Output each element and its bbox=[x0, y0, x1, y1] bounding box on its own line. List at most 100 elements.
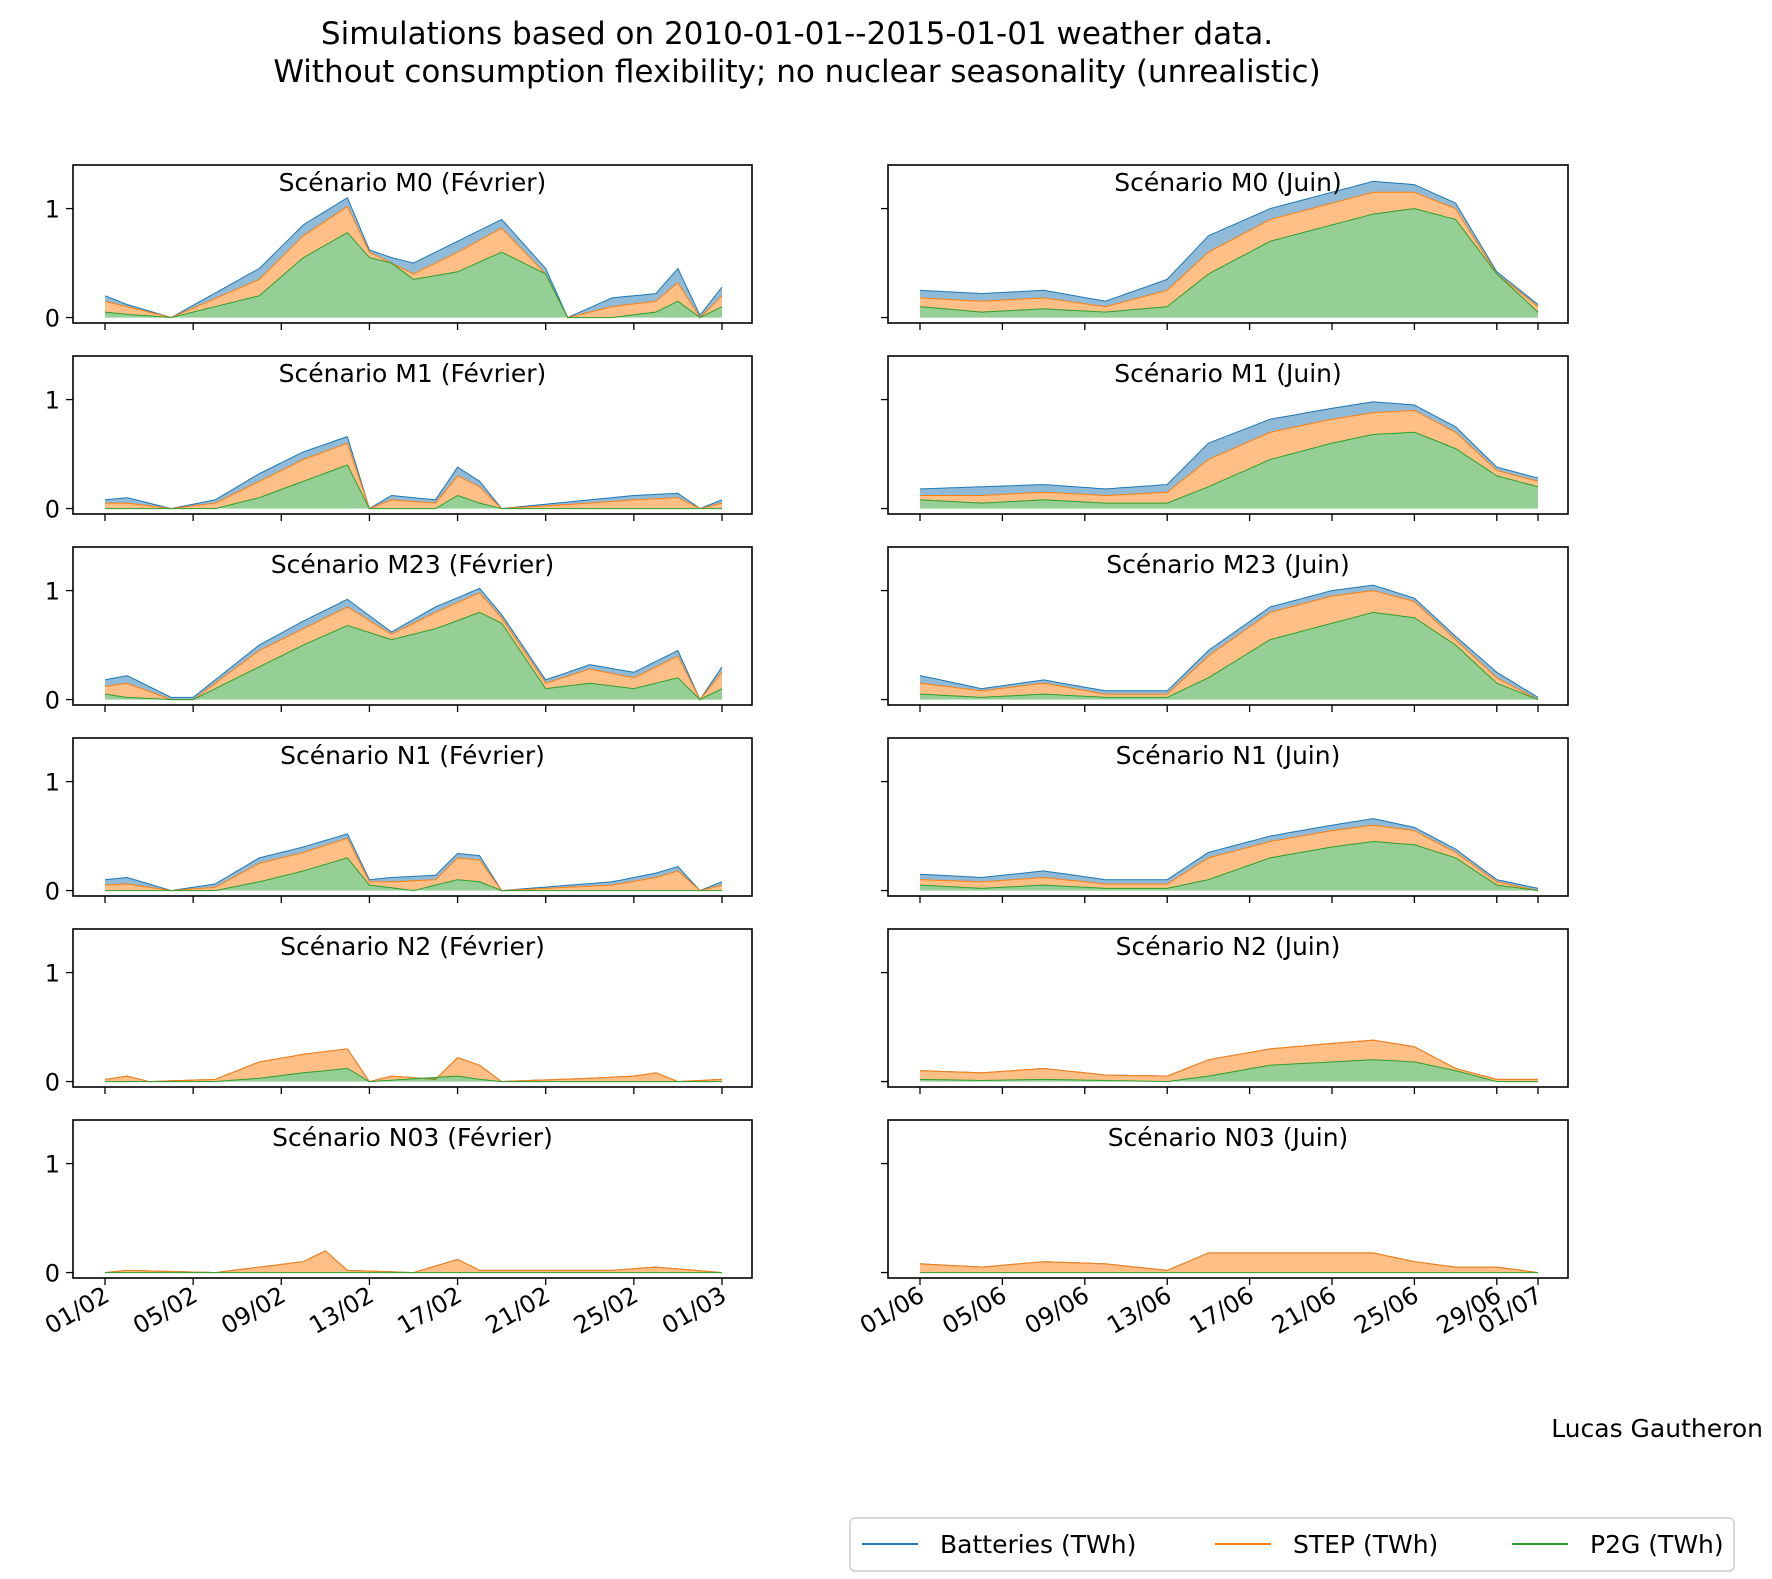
batteries-edge bbox=[919, 818, 1539, 889]
panel-sc-nario-m1-f-vrier-: Scénario M1 (Février) 0 1 bbox=[45, 355, 753, 524]
x-tick-label: 13/02 bbox=[305, 1281, 379, 1340]
y-tick-label: 1 bbox=[45, 387, 60, 415]
step-edge bbox=[919, 1039, 1538, 1080]
panel-frame bbox=[887, 546, 1569, 706]
panel-frame bbox=[887, 737, 1569, 897]
panel-frame bbox=[72, 164, 753, 324]
panel-areas bbox=[104, 1048, 723, 1083]
panel-frame bbox=[887, 1119, 1569, 1279]
panel-sc-nario-n03-juin-: Scénario N03 (Juin) 01/06 05/06 09/06 13/06 1… bbox=[855, 1119, 1569, 1340]
p2g-band bbox=[920, 841, 1538, 891]
batteries-edge bbox=[104, 587, 723, 701]
step-edge bbox=[104, 205, 723, 319]
panel-title: Scénario M1 (Juin) bbox=[1114, 359, 1342, 388]
batteries-edge bbox=[919, 401, 1539, 490]
p2g-edge bbox=[105, 1067, 722, 1083]
batteries-edge bbox=[104, 196, 723, 319]
panel-areas bbox=[104, 833, 723, 892]
x-tick-label: 05/02 bbox=[128, 1281, 202, 1340]
y-tick-label: 1 bbox=[45, 196, 60, 224]
step-band bbox=[105, 1048, 722, 1082]
p2g-edge bbox=[919, 611, 1539, 701]
p2g-edge bbox=[104, 231, 723, 319]
x-tick-label: 25/06 bbox=[1349, 1281, 1423, 1340]
step-edge bbox=[919, 590, 1539, 701]
step-edge bbox=[105, 442, 723, 510]
panel-areas bbox=[919, 1039, 1538, 1083]
panel-title: Scénario M0 (Février) bbox=[279, 168, 547, 197]
y-tick-label: 0 bbox=[45, 1069, 60, 1097]
step-edge bbox=[104, 592, 723, 701]
panel-sc-nario-n2-juin-: Scénario N2 (Juin) bbox=[881, 928, 1569, 1094]
legend-label-step: STEP (TWh) bbox=[1293, 1530, 1438, 1559]
figure-title-line1: Simulations based on 2010-01-01--2015-01… bbox=[321, 16, 1273, 52]
x-tick-label: 25/02 bbox=[569, 1281, 643, 1340]
panel-sc-nario-m1-juin-: Scénario M1 (Juin) bbox=[881, 355, 1569, 521]
panel-sc-nario-m0-juin-: Scénario M0 (Juin) bbox=[881, 164, 1569, 330]
y-tick-label: 0 bbox=[45, 1260, 60, 1288]
panel-sc-nario-n1-f-vrier-: Scénario N1 (Février) 0 1 bbox=[45, 737, 753, 906]
panel-sc-nario-n1-juin-: Scénario N1 (Juin) bbox=[881, 737, 1569, 903]
x-tick-label: 17/06 bbox=[1185, 1281, 1259, 1340]
y-tick-label: 1 bbox=[45, 769, 60, 797]
panel-sc-nario-m23-juin-: Scénario M23 (Juin) bbox=[881, 546, 1569, 712]
panel-areas bbox=[919, 401, 1539, 509]
panel-frame bbox=[72, 546, 753, 706]
panel-title: Scénario M1 (Février) bbox=[279, 359, 547, 388]
x-tick-label: 17/02 bbox=[393, 1281, 467, 1340]
x-tick-label: 21/06 bbox=[1267, 1281, 1341, 1340]
step-band bbox=[105, 838, 722, 891]
step-edge bbox=[919, 824, 1539, 892]
panel-areas bbox=[919, 818, 1539, 892]
p2g-edge bbox=[919, 208, 1539, 313]
panel-frame bbox=[72, 737, 753, 897]
step-band bbox=[920, 825, 1538, 891]
panel-title: Scénario N03 (Juin) bbox=[1108, 1123, 1349, 1152]
panel-title: Scénario M0 (Juin) bbox=[1114, 168, 1342, 197]
step-band bbox=[105, 206, 722, 318]
step-band bbox=[920, 1252, 1538, 1273]
batteries-edge bbox=[104, 435, 723, 510]
panel-sc-nario-m23-f-vrier-: Scénario M23 (Février) 0 1 bbox=[45, 546, 753, 715]
panel-frame bbox=[72, 355, 753, 515]
panel-title: Scénario N2 (Février) bbox=[280, 932, 545, 961]
step-band bbox=[920, 1040, 1538, 1082]
y-tick-label: 1 bbox=[45, 578, 60, 606]
panel-frame bbox=[887, 164, 1569, 324]
panels-grid: Scénario M0 (Février) 0 1 Scénario M0 (Juin… bbox=[40, 164, 1569, 1340]
step-edge bbox=[104, 1250, 723, 1274]
y-tick-label: 1 bbox=[45, 1151, 60, 1179]
x-tick-label: 01/06 bbox=[855, 1281, 929, 1340]
batteries-edge bbox=[919, 584, 1539, 698]
x-tick-label: 21/02 bbox=[481, 1281, 555, 1340]
p2g-edge bbox=[919, 1059, 1538, 1083]
panel-areas bbox=[104, 1250, 723, 1274]
panel-areas bbox=[919, 180, 1539, 318]
panel-title: Scénario N2 (Juin) bbox=[1116, 932, 1341, 961]
step-edge bbox=[104, 1048, 723, 1083]
x-tick-label: 09/06 bbox=[1020, 1281, 1094, 1340]
x-tick-label: 05/06 bbox=[937, 1281, 1011, 1340]
step-edge bbox=[919, 191, 1539, 308]
step-edge bbox=[104, 837, 723, 892]
step-band bbox=[920, 590, 1538, 700]
y-tick-label: 0 bbox=[45, 878, 60, 906]
panel-frame bbox=[887, 355, 1569, 515]
panel-title: Scénario N1 (Février) bbox=[280, 741, 545, 770]
panel-sc-nario-m0-f-vrier-: Scénario M0 (Février) 0 1 bbox=[45, 164, 753, 333]
batteries-edge bbox=[104, 833, 723, 892]
p2g-band bbox=[105, 612, 722, 700]
step-band bbox=[920, 192, 1538, 313]
y-tick-label: 0 bbox=[45, 496, 60, 524]
batteries-band bbox=[920, 401, 1538, 496]
panel-frame bbox=[887, 928, 1569, 1088]
x-tick-label: 01/03 bbox=[657, 1281, 731, 1340]
panel-areas bbox=[104, 587, 723, 701]
panel-frame bbox=[72, 1119, 753, 1279]
step-edge bbox=[920, 409, 1539, 497]
x-tick-label: 01/02 bbox=[40, 1281, 114, 1340]
x-tick-label: 13/06 bbox=[1102, 1281, 1176, 1340]
panel-areas bbox=[919, 1252, 1539, 1274]
legend-label-batteries: Batteries (TWh) bbox=[940, 1530, 1136, 1559]
